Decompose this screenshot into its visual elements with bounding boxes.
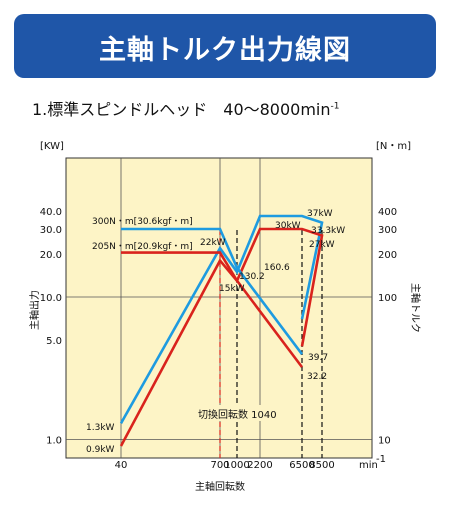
data-label: 205N・m[20.9kgf・m] xyxy=(92,242,193,252)
y-left-tick-label: 20.0 xyxy=(40,250,62,261)
data-label: 32.2 xyxy=(307,372,327,382)
y-left-tick-label: 10.0 xyxy=(40,293,62,304)
switch-label-bg xyxy=(196,405,298,421)
data-label: 160.6 xyxy=(264,263,290,273)
y-left-tick-label: 30.0 xyxy=(40,225,62,236)
series-lines xyxy=(119,214,324,447)
title-banner: 主軸トルク出力線図 xyxy=(14,14,436,78)
series-line-1 xyxy=(119,214,324,424)
data-label: 37kW xyxy=(307,209,333,219)
y-right-unit: [N・m] xyxy=(376,141,411,152)
y-right-title: 主軸トルク xyxy=(409,283,422,333)
y-right-tick-label: 100 xyxy=(378,293,397,304)
x-tick-label: 700 xyxy=(210,460,229,471)
switch-speed-label: 切換回転数 1040 xyxy=(198,408,277,421)
x-title: 主軸回転数 xyxy=(195,480,245,493)
series-line-2 xyxy=(119,227,324,447)
y-left-tick-label: 5.0 xyxy=(46,336,62,347)
x-tick-label: 8500 xyxy=(309,460,334,471)
subtitle-sup: -1 xyxy=(330,101,340,112)
y-left-tick-label: 1.0 xyxy=(46,436,62,447)
x-tick-label: 6500 xyxy=(289,460,314,471)
data-label: 300N・m[30.6kgf・m] xyxy=(92,217,193,227)
x-tick-label: 40 xyxy=(115,460,128,471)
y-right-tick-label: 300 xyxy=(378,225,397,236)
series-line-4 xyxy=(121,251,304,368)
data-label: 33.3kW xyxy=(311,226,345,236)
chart-title: 主軸トルク出力線図 xyxy=(99,35,351,66)
data-label: 1.3kW xyxy=(86,423,115,433)
y-left-tick-label: 40.0 xyxy=(40,207,62,218)
subtitle-text: 1.標準スピンドルヘッド 40〜8000min xyxy=(32,100,331,119)
grid xyxy=(66,158,372,458)
data-labels: 300N・m[30.6kgf・m] 205N・m[20.9kgf・m] 22kW 15… xyxy=(86,209,345,455)
data-label: 22kW xyxy=(200,238,226,248)
data-label: 30kW xyxy=(275,221,301,231)
x-tick-label: 2200 xyxy=(247,460,272,471)
y-left-ticks: 1.0 5.0 10.0 20.0 30.0 40.0 xyxy=(40,207,62,446)
series-line-3 xyxy=(121,227,304,355)
data-label: 15kW xyxy=(219,284,245,294)
x-tick-label: 1000 xyxy=(224,460,249,471)
y-right-tick-label: 400 xyxy=(378,207,397,218)
y-right-tick-label: 200 xyxy=(378,250,397,261)
y-left-unit: [KW] xyxy=(40,141,64,152)
y-right-ticks: 10 100 200 300 400 xyxy=(378,207,397,446)
data-label: 27kW xyxy=(309,240,335,250)
data-label: 39.7 xyxy=(308,353,328,363)
chart-subtitle: 1.標準スピンドルヘッド 40〜8000min-1 xyxy=(32,96,340,120)
x-unit: min xyxy=(359,460,378,471)
data-label: 0.9kW xyxy=(86,445,115,455)
y-left-title: 主軸出力 xyxy=(28,290,41,330)
y-right-tick-label: 10 xyxy=(378,436,391,447)
data-label: 130.2 xyxy=(239,272,265,282)
x-unit-sup: -1 xyxy=(376,454,386,465)
